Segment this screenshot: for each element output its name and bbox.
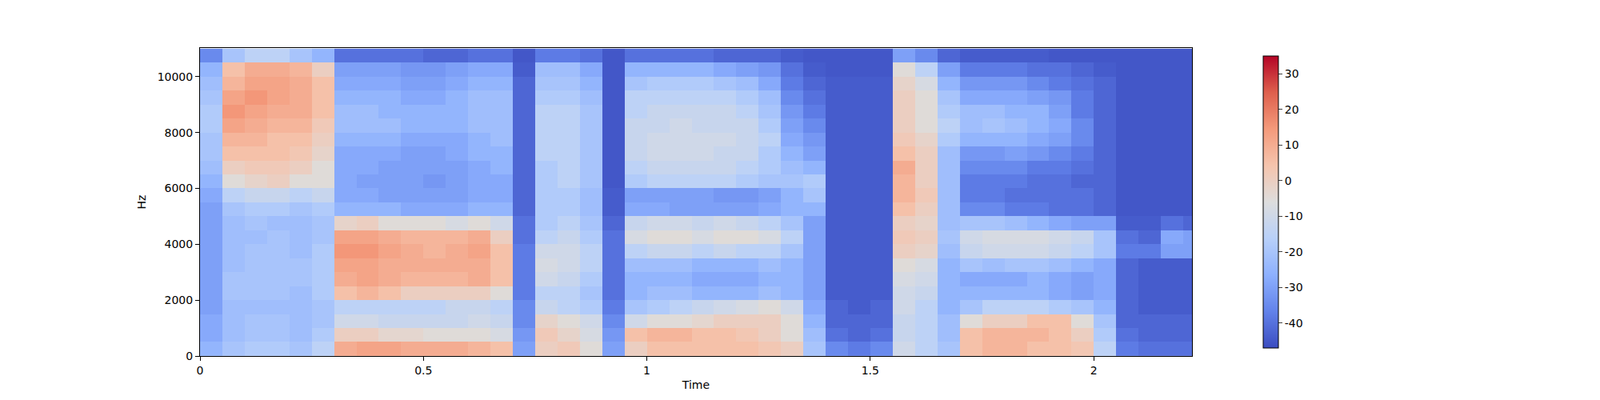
svg-text:-10: -10: [1284, 209, 1304, 223]
svg-text:8000: 8000: [164, 126, 194, 140]
svg-text:1.5: 1.5: [861, 364, 880, 377]
svg-text:4000: 4000: [164, 237, 194, 251]
svg-text:0: 0: [185, 349, 193, 363]
svg-text:0.5: 0.5: [414, 364, 432, 377]
svg-text:-20: -20: [1284, 245, 1304, 259]
svg-text:0: 0: [1284, 174, 1292, 188]
svg-text:6000: 6000: [164, 181, 194, 195]
svg-text:-30: -30: [1284, 280, 1304, 294]
svg-text:Hz: Hz: [135, 195, 148, 210]
svg-text:30: 30: [1284, 67, 1300, 80]
svg-text:0: 0: [196, 364, 204, 377]
svg-text:Time: Time: [681, 378, 710, 392]
svg-text:20: 20: [1284, 103, 1300, 116]
svg-text:2: 2: [1090, 364, 1098, 377]
svg-text:-40: -40: [1284, 316, 1304, 330]
svg-text:1: 1: [643, 364, 651, 377]
svg-text:10: 10: [1284, 138, 1300, 152]
svg-text:10000: 10000: [157, 70, 194, 84]
svg-text:2000: 2000: [164, 293, 194, 307]
